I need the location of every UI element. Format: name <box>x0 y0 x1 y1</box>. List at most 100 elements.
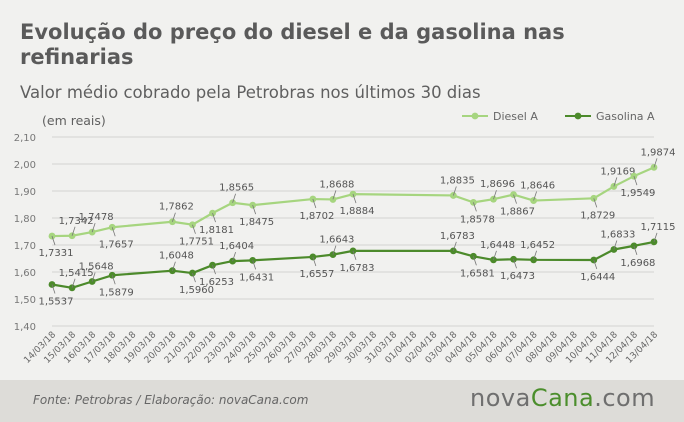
label-leader <box>332 190 337 200</box>
label-leader <box>172 261 176 271</box>
data-label: 1,7478 <box>79 212 114 223</box>
chart-subtitle: Valor médio cobrado pela Petrobras nos ú… <box>20 83 481 102</box>
y-tick-label: 1,70 <box>14 241 36 252</box>
label-leader <box>51 235 56 246</box>
y-tick-label: 1,80 <box>14 214 36 225</box>
data-point <box>329 196 337 203</box>
label-leader <box>172 212 176 222</box>
brand-prefix: nova <box>470 384 531 412</box>
label-leader <box>212 265 216 275</box>
data-label: 1,6448 <box>480 240 515 251</box>
label-leader <box>473 202 477 212</box>
y-tick-label: 1,40 <box>14 322 36 333</box>
label-leader <box>473 256 477 266</box>
data-point <box>490 195 497 203</box>
data-label: 1,8181 <box>199 225 234 236</box>
data-point <box>169 218 176 226</box>
data-label: 1,6444 <box>580 272 615 283</box>
label-leader <box>513 194 517 204</box>
data-label: 1,8867 <box>500 207 535 218</box>
data-label: 1,7342 <box>59 216 94 227</box>
data-point <box>68 232 76 240</box>
data-label: 1,6452 <box>520 240 555 251</box>
label-leader <box>252 205 257 215</box>
data-point <box>650 238 658 246</box>
data-label: 1,6253 <box>199 277 234 288</box>
label-leader <box>593 198 598 208</box>
y-tick-label: 1,60 <box>14 268 36 279</box>
data-label: 1,6048 <box>159 251 194 262</box>
label-leader <box>533 191 537 201</box>
data-point <box>610 246 618 253</box>
data-label: 1,6968 <box>620 258 655 269</box>
data-point <box>590 194 598 202</box>
data-label: 1,5879 <box>99 287 134 298</box>
data-point <box>650 164 658 171</box>
label-leader <box>352 250 357 260</box>
data-label: 1,8702 <box>299 211 334 222</box>
label-leader <box>593 259 598 270</box>
label-leader <box>312 256 317 267</box>
data-label: 1,7115 <box>641 222 676 233</box>
label-leader <box>452 186 457 196</box>
data-label: 1,6473 <box>500 271 535 282</box>
footer-bar <box>0 380 684 422</box>
data-label: 1,6833 <box>600 230 635 241</box>
label-leader <box>91 222 96 233</box>
label-leader <box>51 284 56 294</box>
data-label: 1,5415 <box>59 268 94 279</box>
data-label: 1,8578 <box>460 214 495 225</box>
data-label: 1,6783 <box>440 231 475 242</box>
data-point <box>449 247 457 255</box>
data-label: 1,6404 <box>219 241 254 252</box>
data-label: 1,9169 <box>600 166 635 177</box>
data-label: 1,8475 <box>239 217 274 228</box>
label-leader <box>613 240 618 250</box>
data-label: 1,5648 <box>79 262 114 273</box>
brand-logo: novaCana.com <box>470 384 655 412</box>
label-leader <box>452 241 457 251</box>
label-leader <box>192 272 196 283</box>
data-label: 1,7862 <box>159 202 194 213</box>
data-label: 1,8884 <box>340 206 375 217</box>
data-label: 1,8696 <box>480 179 515 190</box>
label-leader <box>533 250 537 260</box>
data-label: 1,6581 <box>460 268 495 279</box>
data-label: 1,8565 <box>219 183 254 194</box>
legend-swatch-marker <box>471 112 479 120</box>
data-point <box>590 256 598 264</box>
label-leader <box>111 275 116 285</box>
y-tick-label: 2,00 <box>14 160 36 171</box>
label-leader <box>312 198 317 209</box>
label-leader <box>653 232 658 243</box>
label-leader <box>232 251 236 262</box>
legend-swatch-marker <box>574 112 582 120</box>
data-label: 1,7751 <box>179 237 214 248</box>
label-leader <box>192 224 196 234</box>
label-leader <box>111 227 116 237</box>
y-tick-label: 1,50 <box>14 295 36 306</box>
label-leader <box>91 272 96 282</box>
line-chart: 2,102,001,901,801,701,601,501,4014/03/18… <box>14 110 676 366</box>
label-leader <box>352 194 357 204</box>
y-tick-label: 2,10 <box>14 133 36 144</box>
label-leader <box>71 278 76 288</box>
label-leader <box>493 250 497 261</box>
label-leader <box>633 245 638 255</box>
data-label: 1,6431 <box>239 272 274 283</box>
source-credit: Fonte: Petrobras / Elaboração: novaCana.… <box>33 393 309 407</box>
legend-label: Gasolina A <box>596 110 655 123</box>
brand-name: Cana <box>530 384 595 412</box>
label-leader <box>613 177 618 187</box>
data-label: 1,7657 <box>99 239 134 250</box>
data-label: 1,5537 <box>39 297 74 308</box>
label-leader <box>513 259 517 269</box>
label-leader <box>493 190 497 200</box>
data-label: 1,8729 <box>580 210 615 221</box>
brand-suffix: .com <box>594 384 656 412</box>
label-leader <box>232 193 236 203</box>
data-point <box>530 197 537 204</box>
label-leader <box>332 245 337 255</box>
data-label: 1,5960 <box>179 285 214 296</box>
